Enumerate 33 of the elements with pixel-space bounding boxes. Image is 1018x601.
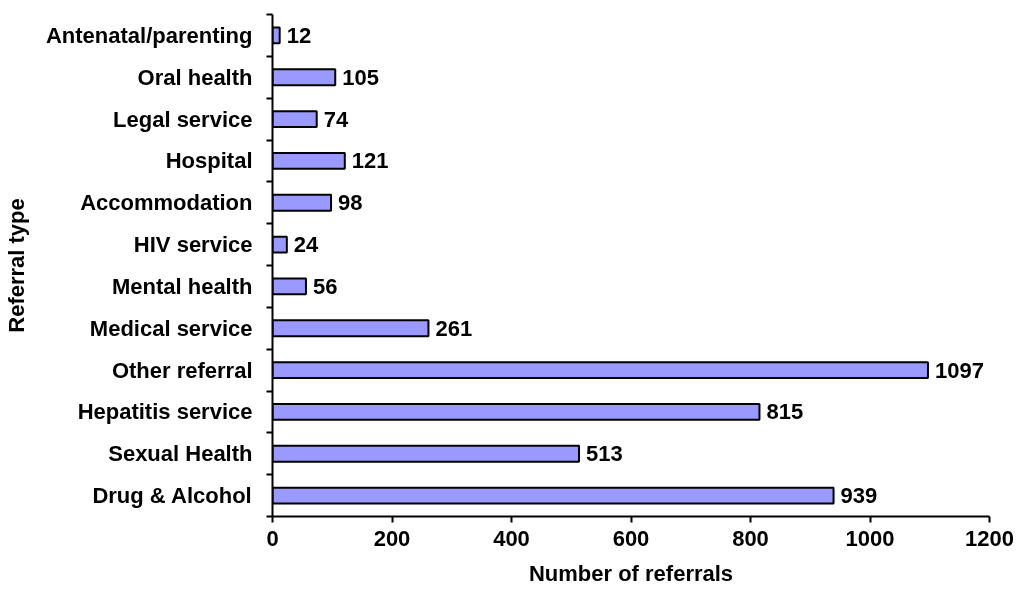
data-label: 12 bbox=[286, 22, 312, 48]
y-tick-label: Oral health bbox=[137, 64, 253, 90]
data-label: 24 bbox=[293, 232, 320, 258]
y-tick-label: Sexual Health bbox=[108, 441, 253, 467]
data-label: 98 bbox=[338, 190, 363, 216]
data-label: 56 bbox=[312, 273, 338, 299]
data-label: 105 bbox=[342, 64, 379, 90]
data-label: 74 bbox=[323, 106, 349, 132]
x-tick-label: 1200 bbox=[965, 525, 1014, 551]
data-label: 121 bbox=[351, 148, 389, 174]
y-tick-label: Accommodation bbox=[80, 190, 253, 216]
y-tick-label: HIV service bbox=[133, 232, 253, 258]
x-tick-label: 600 bbox=[612, 525, 650, 551]
y-tick-label: Other referral bbox=[111, 357, 253, 383]
y-tick-label: Legal service bbox=[113, 106, 253, 132]
x-tick-label: 800 bbox=[732, 525, 769, 551]
y-tick-label: Antenatal/parenting bbox=[45, 22, 253, 48]
data-label: 939 bbox=[840, 483, 878, 509]
data-label: 261 bbox=[435, 315, 473, 341]
y-tick-label: Mental health bbox=[111, 273, 253, 299]
y-tick-label: Drug & Alcohol bbox=[92, 483, 252, 509]
x-tick-label: 0 bbox=[266, 525, 279, 551]
x-axis-title: Number of referrals bbox=[528, 560, 734, 586]
x-tick-label: 200 bbox=[373, 525, 411, 551]
data-label: 513 bbox=[586, 441, 623, 467]
data-label: 1097 bbox=[934, 357, 984, 383]
y-axis-title: Referral type bbox=[3, 198, 29, 333]
y-tick-label: Hospital bbox=[165, 148, 253, 174]
x-tick-label: 1000 bbox=[845, 525, 895, 551]
data-label: 815 bbox=[766, 399, 804, 425]
x-tick-label: 400 bbox=[493, 525, 530, 551]
y-tick-label: Hepatitis service bbox=[77, 399, 253, 425]
y-tick-label: Medical service bbox=[89, 315, 253, 341]
